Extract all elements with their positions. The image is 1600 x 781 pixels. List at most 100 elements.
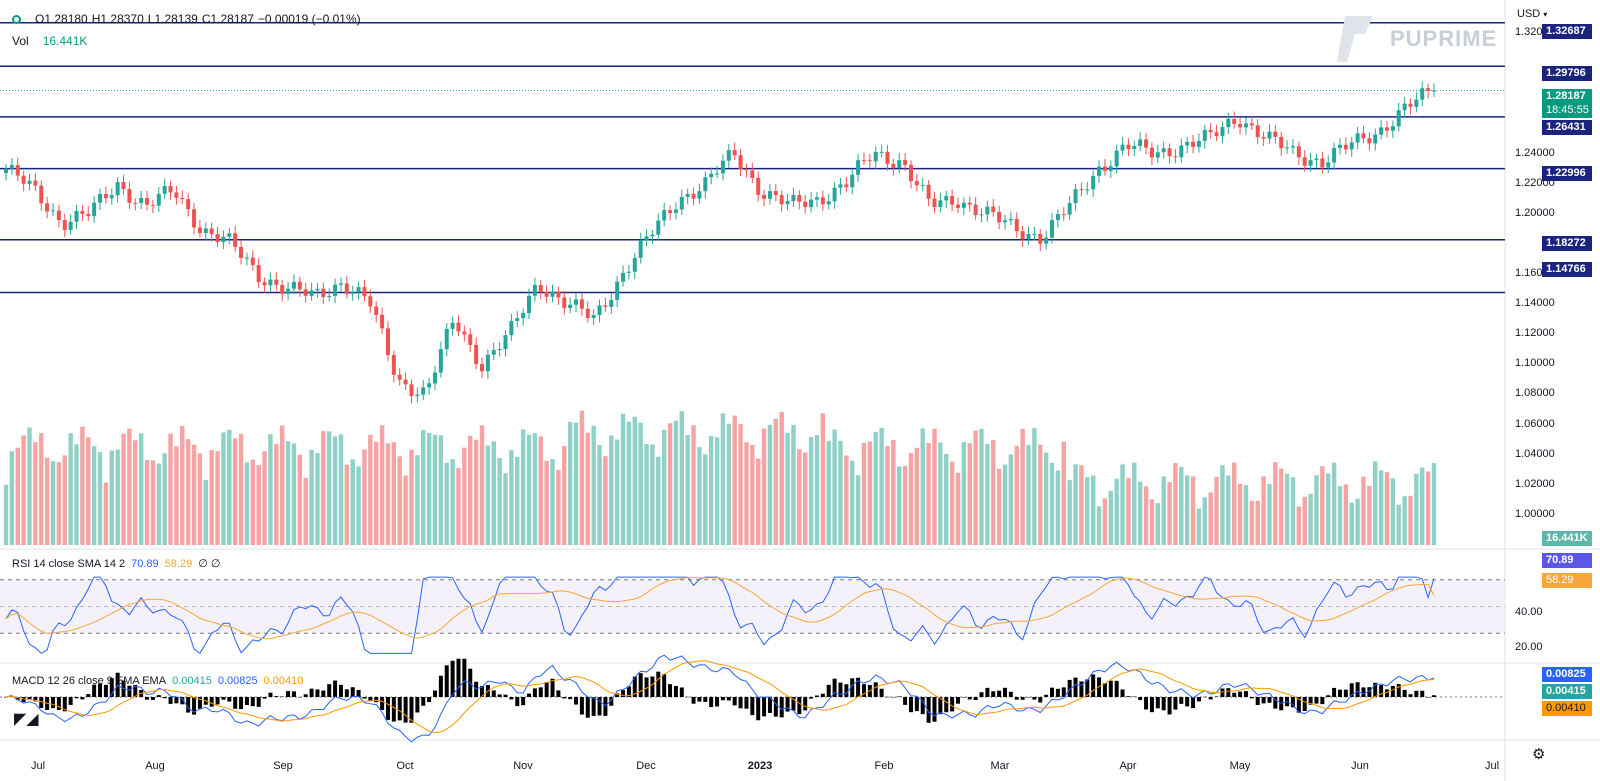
macd-histogram-bar (333, 680, 338, 697)
volume-bar (550, 459, 555, 545)
x-axis-tick: May (1229, 760, 1251, 772)
currency-selector[interactable]: USD ▾ (1517, 8, 1548, 20)
y-axis-tick: 1.06000 (1515, 417, 1555, 430)
volume-bar (515, 456, 520, 545)
macd-histogram-bar (432, 690, 437, 697)
macd-histogram-bar (4, 697, 8, 698)
gear-icon[interactable]: ⚙ (1532, 746, 1546, 763)
volume-bar (656, 456, 661, 545)
volume-bar (1061, 441, 1066, 545)
candle-body (233, 233, 238, 247)
macd-histogram-bar (703, 697, 708, 702)
tradingview-logo-icon[interactable]: ◤◢ (14, 711, 39, 728)
candle-body (920, 184, 925, 186)
macd-histogram-bar (1326, 695, 1331, 697)
macd-histogram-bar (550, 678, 555, 697)
candle-body (1296, 146, 1301, 158)
y-axis-tick: 1.04000 (1515, 447, 1555, 460)
candle-body (121, 182, 126, 190)
volume-bar (1143, 486, 1149, 545)
volume-bar (879, 427, 884, 545)
volume-bar (68, 433, 73, 545)
candle-body (1402, 103, 1407, 111)
volume-bar (1126, 477, 1131, 545)
volume-bar (197, 453, 203, 545)
volume-bar (591, 425, 596, 545)
macd-histogram-bar (1308, 697, 1313, 705)
candle-body (1050, 220, 1055, 238)
candle-body (74, 210, 79, 222)
y-axis-tick: 1.10000 (1515, 357, 1555, 370)
macd-histogram-bar (1390, 685, 1395, 697)
volume-bar (873, 432, 878, 545)
macd-histogram-bar (1061, 687, 1066, 697)
candle-body (791, 194, 796, 202)
volume-bar (1331, 462, 1337, 545)
macd-histogram-bar (327, 684, 332, 697)
macd-histogram-bar (932, 697, 937, 722)
macd-legend: MACD 12 26 close 9 EMA EMA 0.00415 0.00825… (12, 675, 309, 687)
volume-bar (1373, 461, 1378, 545)
volume-bar (597, 445, 602, 545)
volume-bar (138, 433, 144, 545)
candle-body (427, 383, 432, 388)
macd-histogram-bar (891, 696, 896, 698)
rsi-axis-label: 40.00 (1515, 606, 1543, 618)
volume-bar (955, 472, 961, 545)
volume-bar (180, 425, 185, 545)
candle-body (15, 165, 20, 176)
candle-body (45, 203, 50, 212)
macd-histogram-bar (650, 676, 655, 697)
volume-bar (444, 462, 449, 545)
rsi-sma-line (5, 577, 1435, 640)
candle-body (338, 283, 343, 285)
volume-bar (1090, 475, 1096, 545)
candle-body (1343, 144, 1348, 150)
candle-body (726, 149, 731, 161)
candle-body (209, 228, 214, 235)
candle-body (438, 349, 443, 373)
macd-histogram-bar (374, 697, 379, 703)
volume-bar (303, 477, 308, 545)
rsi-sma-label: 58.29 (1542, 573, 1592, 588)
candle-body (415, 394, 420, 396)
candle-body (1220, 127, 1225, 136)
macd-histogram-bar (1185, 697, 1190, 707)
macd-histogram-bar (74, 697, 79, 699)
candle-body (568, 304, 573, 309)
volume-bar (150, 460, 156, 545)
macd-histogram-bar (421, 697, 426, 706)
macd-histogram-bar (1249, 697, 1254, 699)
macd-histogram-bar (1420, 690, 1425, 697)
macd-histogram-bar (1408, 694, 1413, 697)
volume-bar (949, 461, 955, 545)
volume-bar (632, 416, 637, 545)
macd-histogram-bar (133, 684, 138, 697)
macd-histogram-bar (920, 697, 925, 715)
candle-body (1008, 219, 1013, 221)
macd-histogram-bar (385, 697, 390, 720)
macd-histogram-bar (491, 690, 496, 697)
candle-body (327, 295, 332, 297)
candle-body (1202, 129, 1207, 142)
volume-bar (1073, 464, 1078, 545)
volume-bar (1108, 490, 1113, 545)
candle-body (850, 174, 855, 188)
last-price-label: 1.28187 (1542, 89, 1592, 104)
macd-histogram-bar (1349, 683, 1354, 697)
macd-histogram-bar (814, 695, 819, 697)
high-value: H1.28370 (91, 12, 144, 26)
volume-bar (661, 429, 667, 545)
macd-histogram-bar (280, 696, 285, 698)
volume-bar (468, 435, 473, 545)
volume-bar (761, 428, 767, 545)
candle-body (697, 191, 702, 199)
volume-bar (1167, 482, 1172, 545)
macd-histogram-bar (268, 692, 273, 697)
macd-histogram-bar (820, 693, 825, 697)
candle-body (456, 322, 461, 332)
candle-body (4, 168, 8, 174)
macd-histogram-bar (362, 697, 367, 699)
volume-bar (1396, 504, 1401, 545)
